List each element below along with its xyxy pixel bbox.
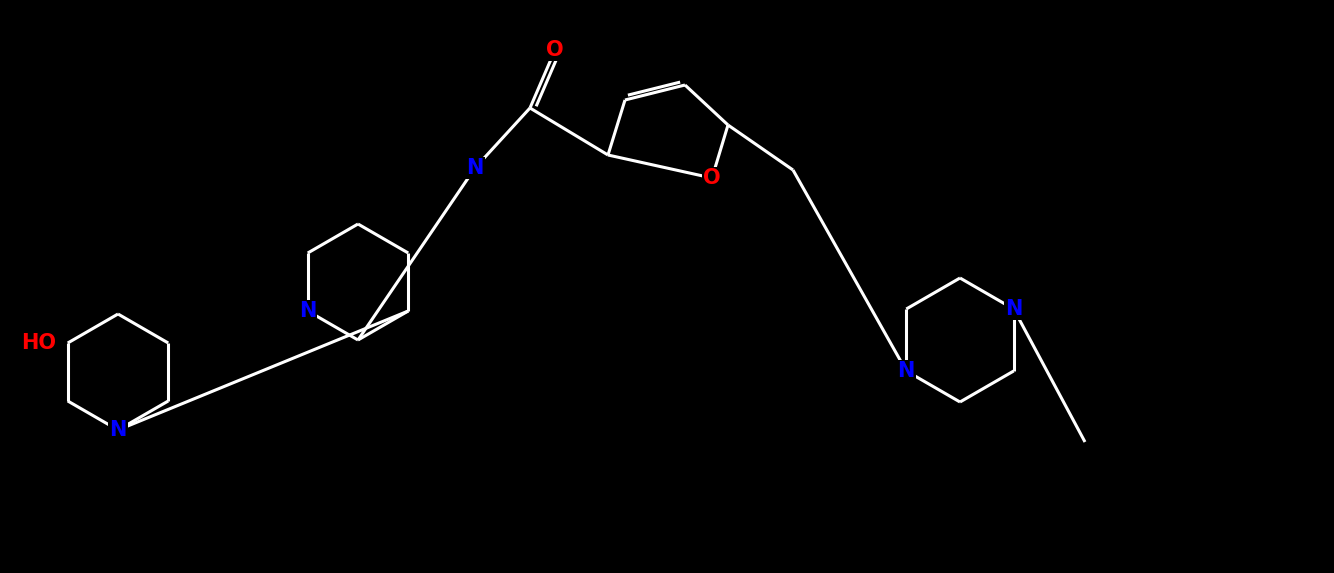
Text: N: N	[109, 420, 127, 440]
Text: N: N	[299, 301, 316, 321]
Text: O: O	[546, 40, 564, 60]
Text: N: N	[1005, 299, 1022, 319]
Text: O: O	[703, 168, 720, 188]
Text: HO: HO	[21, 333, 56, 353]
Text: N: N	[467, 158, 484, 178]
Text: N: N	[898, 361, 915, 381]
